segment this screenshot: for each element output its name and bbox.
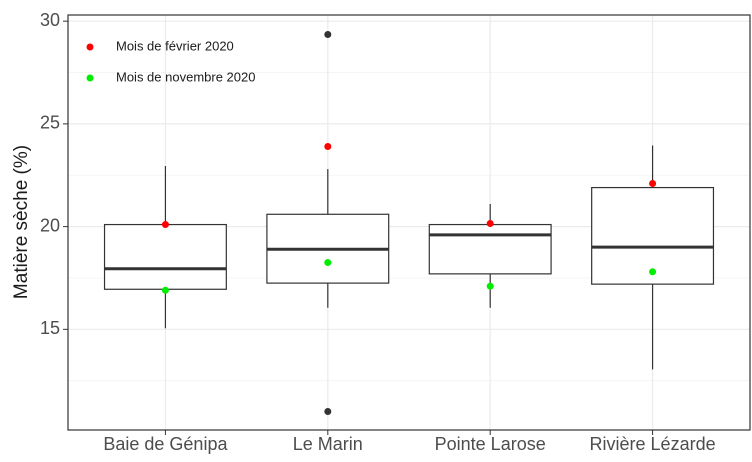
x-tick-label: Pointe Larose <box>435 434 546 454</box>
x-tick-label: Le Marin <box>293 434 363 454</box>
legend-marker <box>86 74 94 82</box>
legend-label: Mois de novembre 2020 <box>116 69 255 84</box>
point <box>161 221 169 229</box>
outlier <box>324 31 332 39</box>
panel-border <box>67 14 751 431</box>
point <box>324 259 332 267</box>
y-axis-label: Matière sèche (%) <box>11 145 32 299</box>
y-tick-label: 15 <box>40 318 60 338</box>
y-tick-label: 30 <box>40 10 60 30</box>
x-tick-label: Baie de Génipa <box>103 434 228 454</box>
y-tick-label: 25 <box>40 113 60 133</box>
box <box>428 223 552 275</box>
y-tick-label: 20 <box>40 215 60 235</box>
point <box>486 282 494 290</box>
point <box>324 142 332 150</box>
outlier <box>324 408 332 416</box>
point <box>649 179 657 187</box>
point <box>649 268 657 276</box>
legend-marker <box>86 43 94 51</box>
point <box>486 220 494 228</box>
x-tick-label: Rivière Lézarde <box>590 434 716 454</box>
box <box>103 223 227 290</box>
legend-label: Mois de février 2020 <box>116 38 234 53</box>
point <box>161 286 169 294</box>
box <box>591 186 715 285</box>
